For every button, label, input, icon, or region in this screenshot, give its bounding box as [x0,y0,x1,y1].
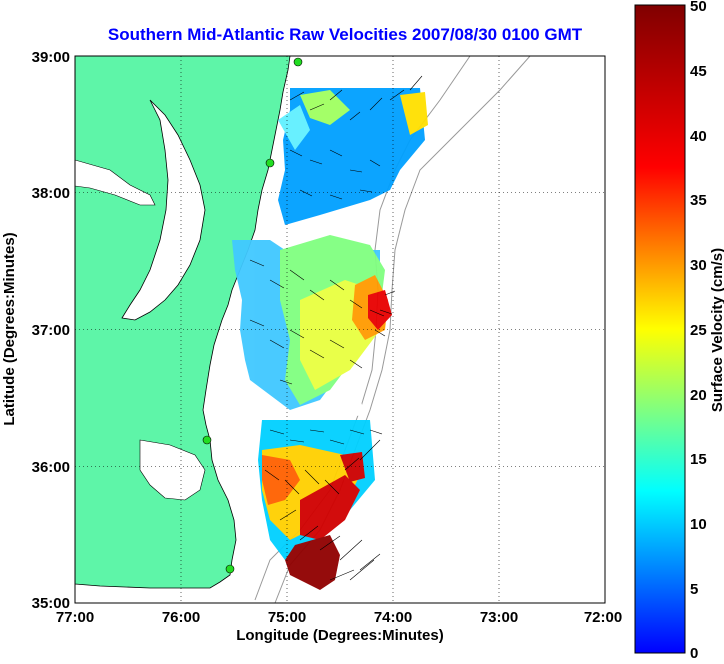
chesapeake-bay [121,99,206,321]
y-tick-label: 36:00 [32,459,70,476]
plot-border [74,55,606,604]
colorbar-tick: 40 [690,128,707,145]
x-tick-label: 77:00 [56,609,94,626]
colorbar-tick: 15 [690,451,707,468]
colorbar-label: Surface Velocity (cm/s) [709,248,724,412]
bay-inlet [75,159,156,206]
x-tick-label: 74:00 [374,609,412,626]
colorbar-tick: 45 [690,63,707,80]
y-tick-label: 37:00 [32,322,70,339]
colorbar-tick: 20 [690,387,707,404]
radar-stations [202,57,303,574]
colorbar-tick: 30 [690,257,707,274]
colorbar-tick: 50 [690,0,707,15]
colorbar-tick: 10 [690,516,707,533]
y-tick-label: 38:00 [32,185,70,202]
velocity-field [232,88,428,590]
colorbar-tick: 25 [690,322,707,339]
colorbar [634,4,686,654]
grid-lines [75,56,605,603]
map-title: Southern Mid-Atlantic Raw Velocities 200… [108,25,583,44]
x-tick-label: 76:00 [162,609,200,626]
x-tick-label: 73:00 [480,609,518,626]
x-axis-label: Longitude (Degrees:Minutes) [236,627,444,644]
sound-inlet [139,439,206,501]
colorbar-tick: 35 [690,192,707,209]
velocity-vectors [249,75,423,581]
y-tick-label: 35:00 [32,595,70,612]
x-tick-label: 75:00 [268,609,306,626]
x-tick-label: 72:00 [584,609,622,626]
colorbar-tick: 5 [690,581,698,598]
y-axis-label: Latitude (Degrees:Minutes) [1,232,18,425]
data-gap [315,398,365,420]
colorbar-tick: 0 [690,645,698,659]
y-tick-label: 39:00 [32,49,70,66]
